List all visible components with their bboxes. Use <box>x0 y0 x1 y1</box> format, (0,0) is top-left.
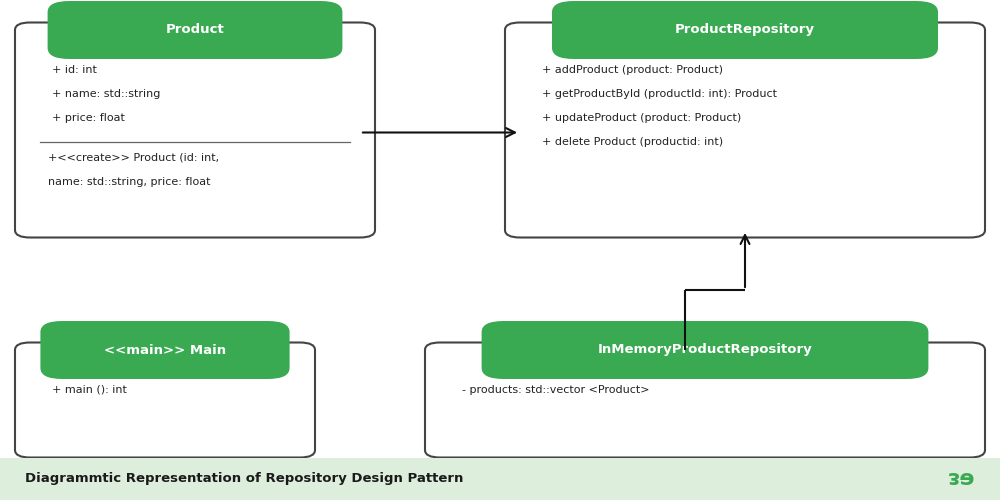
Text: + price: float: + price: float <box>52 113 125 123</box>
Text: + delete Product (productid: int): + delete Product (productid: int) <box>542 137 723 147</box>
Text: + main (): int: + main (): int <box>52 385 127 395</box>
Text: - products: std::vector <Product>: - products: std::vector <Product> <box>462 385 650 395</box>
Text: +<<create>> Product (id: int,: +<<create>> Product (id: int, <box>48 153 219 163</box>
FancyBboxPatch shape <box>552 1 938 59</box>
Text: <<main>> Main: <<main>> Main <box>104 344 226 356</box>
FancyBboxPatch shape <box>482 321 928 379</box>
FancyBboxPatch shape <box>15 22 375 238</box>
Text: ᴈɘ: ᴈɘ <box>948 469 976 489</box>
FancyBboxPatch shape <box>505 22 985 238</box>
Text: InMemoryProductRepository: InMemoryProductRepository <box>598 344 812 356</box>
FancyBboxPatch shape <box>48 1 342 59</box>
FancyBboxPatch shape <box>425 342 985 458</box>
FancyBboxPatch shape <box>40 321 290 379</box>
Text: + getProductById (productId: int): Product: + getProductById (productId: int): Produ… <box>542 89 777 99</box>
Text: + addProduct (product: Product): + addProduct (product: Product) <box>542 65 723 75</box>
FancyBboxPatch shape <box>0 458 1000 500</box>
Text: name: std::string, price: float: name: std::string, price: float <box>48 177 210 187</box>
Text: ProductRepository: ProductRepository <box>675 24 815 36</box>
FancyBboxPatch shape <box>15 342 315 458</box>
Text: + name: std::string: + name: std::string <box>52 89 160 99</box>
Text: + id: int: + id: int <box>52 65 97 75</box>
Text: Product: Product <box>166 24 224 36</box>
Text: Diagrammtic Representation of Repository Design Pattern: Diagrammtic Representation of Repository… <box>25 472 463 485</box>
Text: + updateProduct (product: Product): + updateProduct (product: Product) <box>542 113 741 123</box>
